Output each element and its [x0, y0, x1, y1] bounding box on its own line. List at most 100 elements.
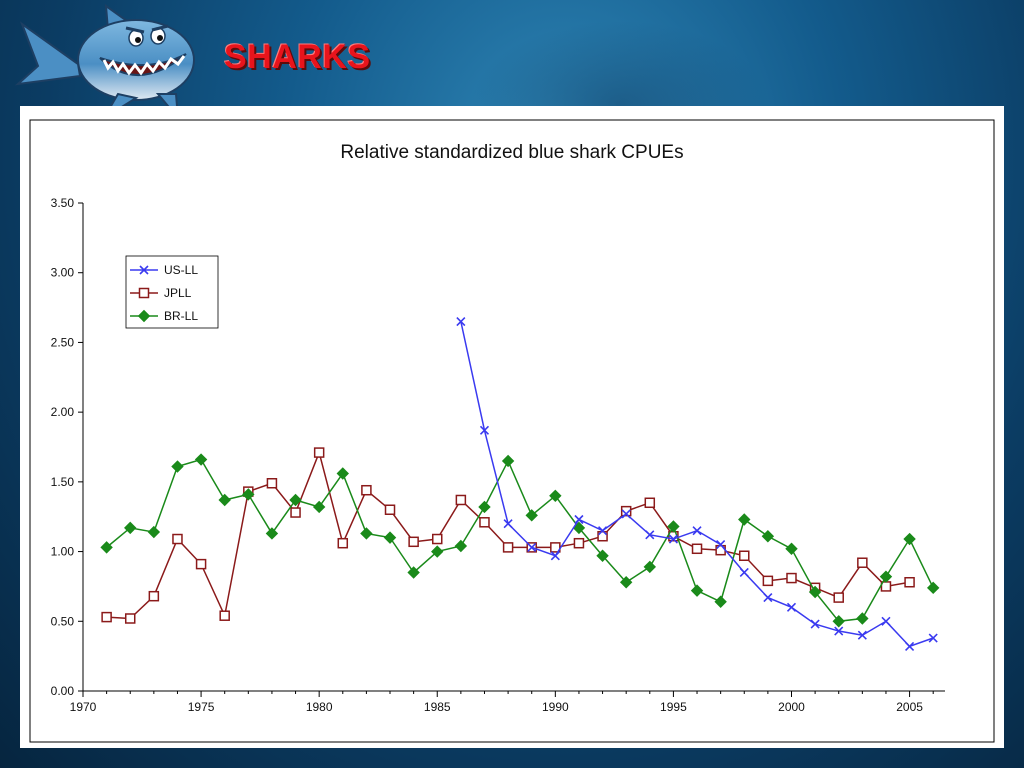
x-tick-label: 1985 [424, 700, 451, 714]
data-point-us-ll [574, 514, 584, 525]
data-point-jpll [337, 537, 349, 549]
y-tick-label: 3.50 [51, 196, 75, 210]
x-tick-label: 2000 [778, 700, 805, 714]
x-tick-label: 1990 [542, 700, 569, 714]
data-point-us-ll [527, 542, 537, 552]
legend-label-us-ll: US-LL [164, 263, 198, 277]
data-point-us-ll [881, 616, 891, 626]
chart: Relative standardized blue shark CPUEs 0… [29, 119, 995, 743]
data-point-us-ll [810, 619, 820, 629]
y-tick-label: 1.00 [51, 545, 75, 559]
series-us-ll [456, 316, 938, 651]
data-point-br-ll [903, 532, 916, 546]
chart-frame [29, 119, 995, 743]
data-point-br-ll [761, 530, 775, 543]
data-point-br-ll [383, 531, 397, 544]
data-point-us-ll [550, 551, 560, 561]
data-point-us-ll [456, 316, 466, 327]
data-point-br-ll [407, 566, 420, 579]
data-point-us-ll [479, 425, 490, 435]
data-point-us-ll [503, 519, 513, 529]
data-point-br-ll [738, 513, 751, 526]
legend-marker-br-ll [137, 309, 151, 323]
data-point-br-ll [879, 570, 893, 583]
data-point-us-ll [739, 567, 749, 578]
data-point-us-ll [763, 593, 773, 603]
data-point-us-ll [621, 509, 631, 519]
y-tick-label: 2.00 [51, 405, 75, 419]
data-point-br-ll [194, 453, 208, 466]
data-point-jpll [691, 543, 703, 555]
x-tick-label: 1970 [70, 700, 97, 714]
data-point-jpll [502, 542, 514, 553]
data-point-jpll [290, 507, 301, 518]
data-point-jpll [361, 484, 372, 496]
x-tick-label: 1980 [306, 700, 333, 714]
data-point-jpll [219, 610, 230, 621]
data-point-us-ll [716, 540, 726, 550]
data-point-br-ll [525, 509, 538, 522]
data-point-jpll [172, 533, 183, 545]
x-tick-label: 2005 [896, 700, 923, 714]
data-point-br-ll [856, 612, 869, 625]
legend-label-jpll: JPLL [164, 286, 192, 300]
legend-label-br-ll: BR-LL [164, 309, 198, 323]
data-point-br-ll [926, 581, 940, 595]
data-point-br-ll [265, 527, 279, 540]
data-point-jpll [101, 611, 112, 623]
data-point-jpll [384, 504, 396, 515]
data-point-jpll [904, 576, 915, 588]
data-point-jpll [195, 558, 207, 570]
cartoon-shark-icon [14, 3, 195, 122]
data-point-us-ll [692, 526, 702, 536]
data-point-br-ll [596, 549, 609, 562]
y-tick-label: 1.50 [51, 475, 75, 489]
data-point-jpll [266, 478, 278, 489]
data-point-us-ll [645, 530, 655, 540]
data-point-us-ll [597, 526, 608, 536]
data-point-br-ll [619, 576, 633, 589]
data-point-br-ll [643, 560, 657, 574]
data-point-jpll [739, 550, 750, 562]
data-point-br-ll [714, 595, 727, 608]
series-layer [100, 316, 940, 651]
data-point-us-ll [786, 602, 797, 612]
data-point-jpll [431, 533, 443, 545]
legend-marker-us-ll [139, 265, 149, 275]
data-point-br-ll [124, 521, 137, 535]
series-jpll [101, 447, 915, 624]
data-point-jpll [573, 537, 585, 549]
y-tick-label: 2.50 [51, 335, 75, 349]
data-point-br-ll [218, 493, 231, 507]
data-point-br-ll [171, 460, 184, 473]
data-point-jpll [550, 542, 561, 553]
axes: 0.00 0.50 1.00 1.50 2.00 2.50 3.00 3.50 1970 1975… [51, 196, 945, 714]
data-point-jpll [644, 497, 656, 509]
x-tick-label: 1995 [660, 700, 687, 714]
data-point-br-ll [147, 525, 161, 539]
series-br-ll [100, 453, 940, 628]
data-point-br-ll [667, 520, 680, 533]
data-point-br-ll [100, 541, 113, 554]
data-point-jpll [313, 447, 325, 458]
data-point-jpll [148, 590, 160, 602]
data-point-br-ll [336, 467, 349, 480]
data-point-jpll [833, 592, 844, 603]
x-tick-label: 1975 [188, 700, 215, 714]
data-point-us-ll [668, 534, 678, 544]
slide-title: SHARKS [224, 38, 371, 76]
data-point-jpll [762, 575, 774, 587]
legend-marker-jpll [138, 287, 150, 299]
chart-panel: Relative standardized blue shark CPUEs 0… [20, 106, 1004, 748]
data-point-us-ll [928, 633, 938, 643]
data-point-jpll [455, 494, 467, 506]
legend: US-LL JPLL BR-LL [125, 255, 219, 329]
chart-title: Relative standardized blue shark CPUEs [340, 142, 683, 163]
data-point-jpll [786, 572, 797, 584]
data-point-br-ll [312, 500, 326, 514]
data-point-us-ll [905, 641, 915, 651]
data-point-br-ll [360, 527, 373, 540]
data-point-br-ll [431, 545, 444, 558]
y-tick-label: 0.50 [51, 614, 75, 628]
y-tick-label: 3.00 [51, 266, 75, 280]
